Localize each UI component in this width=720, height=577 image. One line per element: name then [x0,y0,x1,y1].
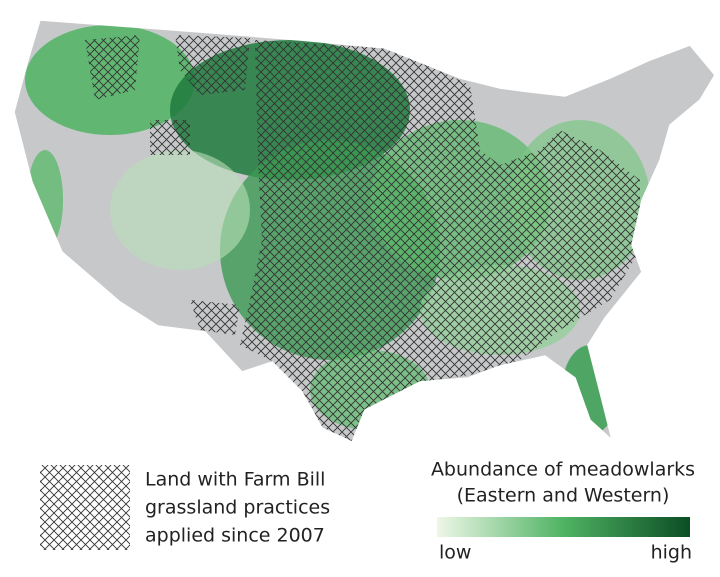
abundance-title: Abundance of meadowlarks [431,459,695,481]
hatch-label: Land with Farm Bill [145,469,325,491]
hatch-label: applied since 2007 [145,525,325,547]
farm-bill-hatch [85,35,640,442]
map [13,19,716,443]
low-label: low [439,542,471,564]
color-ramp [437,517,690,537]
hatch-swatch [40,465,130,550]
high-label: high [651,542,692,564]
abundance-title: (Eastern and Western) [457,485,670,507]
hatch-label: grassland practices [145,497,330,519]
